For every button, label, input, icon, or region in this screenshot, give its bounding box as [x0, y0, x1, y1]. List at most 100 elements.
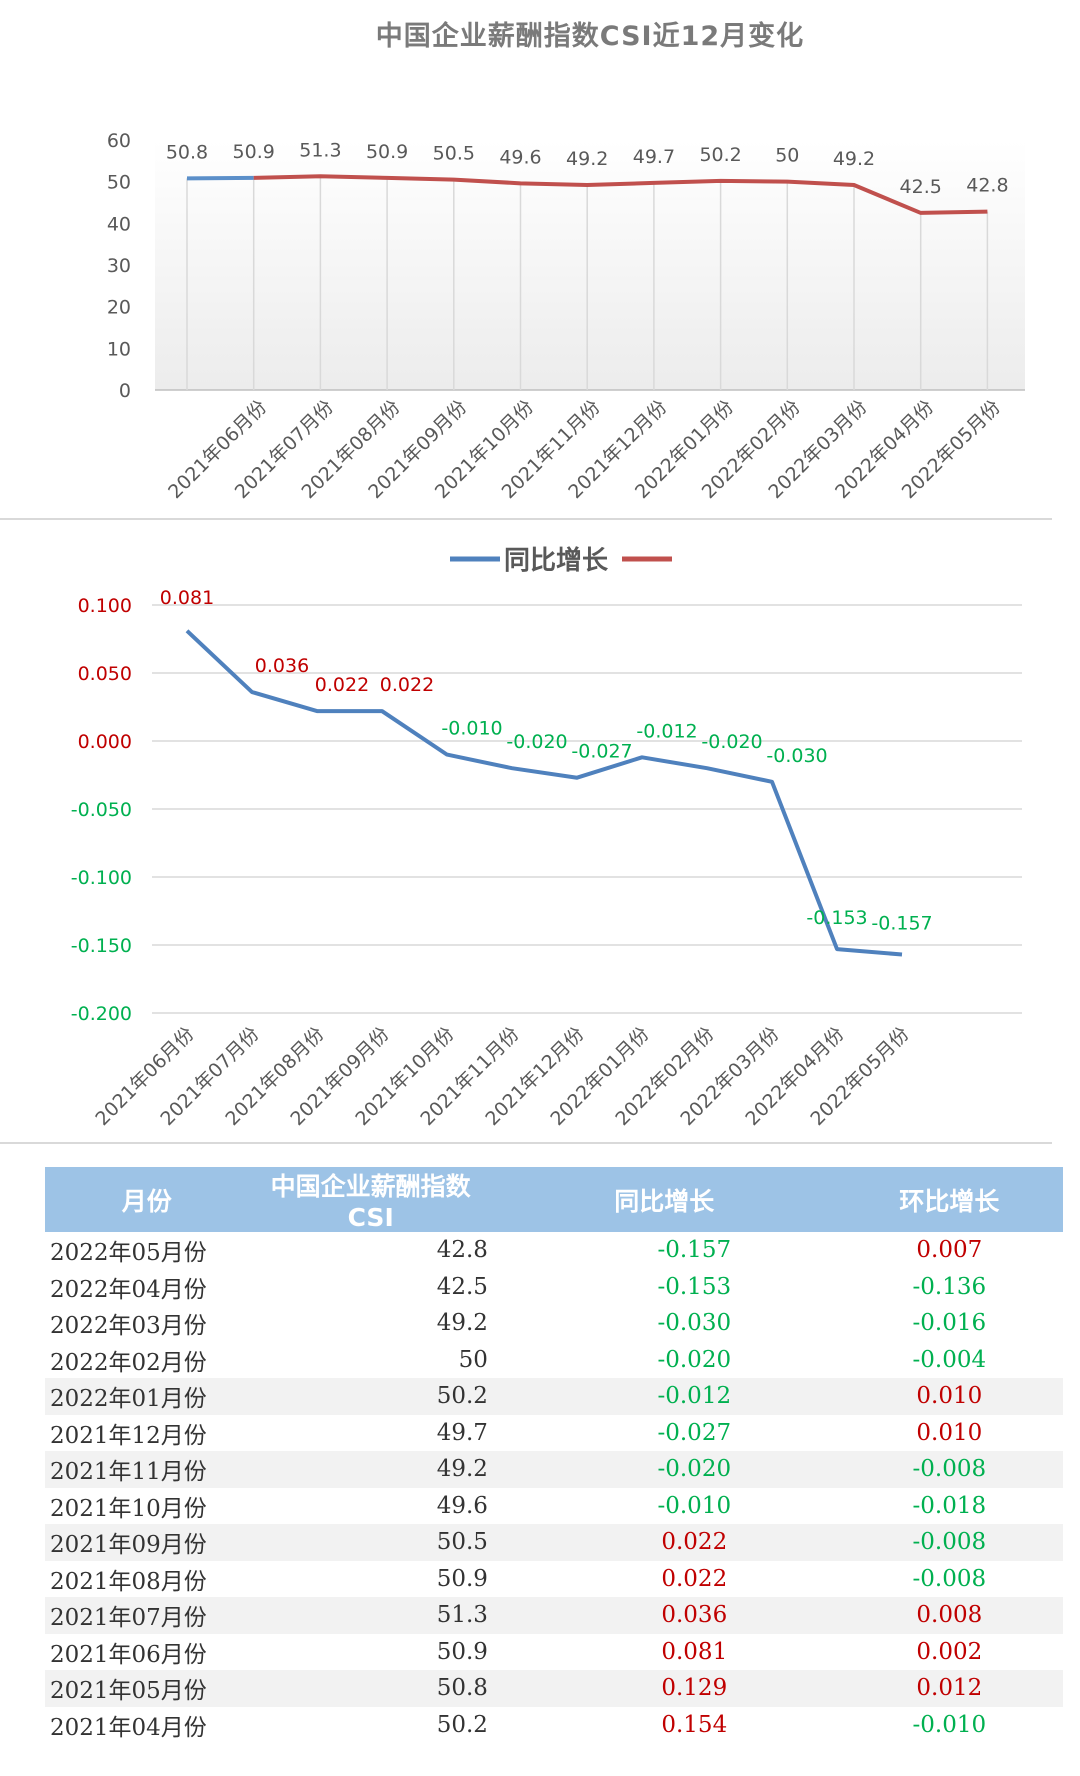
- cell-yoy: 0.036: [492, 1597, 836, 1634]
- data-label: 0.022: [315, 674, 369, 696]
- y-tick-label: 0.000: [78, 731, 132, 753]
- data-label: -0.020: [701, 731, 762, 753]
- table-row: 2021年12月份 49.7 -0.027 0.010: [45, 1415, 1063, 1452]
- data-label: 42.8: [966, 175, 1008, 197]
- cell-mom: -0.008: [835, 1524, 1063, 1561]
- cell-yoy: -0.157: [657, 1237, 732, 1264]
- chart1-title: 中国企业薪酬指数CSI近12月变化: [375, 21, 805, 52]
- cell-yoy: -0.010: [657, 1492, 732, 1519]
- header-month: 月份: [45, 1167, 249, 1232]
- y-tick-label: 40: [107, 213, 131, 235]
- cell-month: 2022年05月份: [50, 1240, 207, 1267]
- y-tick-label: 20: [107, 297, 131, 319]
- table-row: 2022年03月份 49.2 -0.030 -0.016: [45, 1305, 1063, 1342]
- data-label: 50.8: [166, 141, 208, 163]
- cell-yoy: -0.027: [657, 1419, 732, 1446]
- cell-mom: -0.008: [835, 1451, 1063, 1488]
- data-label: -0.010: [441, 718, 502, 740]
- data-label: 0.022: [380, 674, 434, 696]
- table-row: 2022年02月份 50 -0.020 -0.004: [45, 1342, 1063, 1379]
- yoy-series-line: [185, 629, 903, 957]
- divider-2: [0, 1142, 1052, 1144]
- cell-month: 2021年12月份: [50, 1422, 207, 1449]
- cell-month: 2021年09月份: [45, 1524, 249, 1561]
- cell-csi: 51.3: [248, 1597, 493, 1634]
- table-row: 2022年05月份 42.8 -0.157 0.007: [45, 1232, 1063, 1269]
- cell-month: 2021年06月份: [50, 1641, 207, 1668]
- csi-line-chart: 60 50 40 30 20 10 0 50.8 50.9 51.3 50.9 50.5 49.6 49…: [107, 130, 1025, 503]
- y-tick-label: -0.050: [71, 799, 132, 821]
- cell-yoy: -0.012: [492, 1378, 836, 1415]
- y-tick-label: 0: [119, 380, 131, 402]
- cell-month: 2021年10月份: [50, 1495, 207, 1522]
- cell-yoy: 0.154: [661, 1711, 728, 1738]
- cell-mom: -0.004: [912, 1346, 987, 1373]
- cell-yoy: -0.020: [492, 1451, 836, 1488]
- table-row: 2021年06月份 50.9 0.081 0.002: [45, 1634, 1063, 1671]
- header-mom: 环比增长: [835, 1167, 1063, 1232]
- table-row: 2021年11月份 49.2 -0.020 -0.008: [45, 1451, 1063, 1488]
- header-yoy: 同比增长: [492, 1167, 836, 1232]
- cell-csi: 50.9: [436, 1565, 488, 1592]
- data-label: 50: [775, 145, 799, 167]
- cell-csi: 50.5: [248, 1524, 493, 1561]
- cell-mom: -0.136: [912, 1273, 987, 1300]
- cell-mom: -0.010: [912, 1711, 987, 1738]
- y-tick-label: 30: [107, 255, 131, 277]
- cell-csi: 50.9: [436, 1638, 488, 1665]
- data-label: 42.5: [900, 176, 942, 198]
- cell-month: 2021年05月份: [45, 1670, 249, 1707]
- y-tick-label: -0.200: [71, 1003, 132, 1025]
- data-label: -0.153: [806, 907, 867, 929]
- cell-csi: 49.7: [436, 1419, 488, 1446]
- cell-yoy: -0.153: [657, 1273, 732, 1300]
- table-row: 2021年05月份 50.8 0.129 0.012: [45, 1670, 1063, 1707]
- cell-mom: -0.008: [912, 1565, 987, 1592]
- cell-csi: 42.8: [436, 1237, 488, 1264]
- cell-csi: 50.2: [436, 1711, 488, 1738]
- cell-yoy: 0.022: [661, 1565, 728, 1592]
- cell-month: 2021年07月份: [45, 1597, 249, 1634]
- cell-yoy: 0.081: [661, 1638, 728, 1665]
- cell-mom: 0.012: [835, 1670, 1063, 1707]
- data-label: 49.7: [633, 146, 675, 168]
- data-label: -0.030: [766, 745, 827, 767]
- data-label: -0.027: [571, 741, 632, 763]
- cell-yoy: -0.030: [657, 1310, 732, 1337]
- cell-month: 2021年08月份: [50, 1568, 207, 1595]
- cell-month: 2021年11月份: [45, 1451, 249, 1488]
- table-row: 2022年04月份 42.5 -0.153 -0.136: [45, 1269, 1063, 1306]
- cell-csi: 49.6: [436, 1492, 488, 1519]
- table-header-row: 月份 中国企业薪酬指数CSI 同比增长 环比增长: [45, 1167, 1063, 1232]
- y-tick-label: 0.100: [78, 595, 132, 617]
- cell-csi: 50.2: [248, 1378, 493, 1415]
- cell-csi: 49.2: [436, 1310, 488, 1337]
- data-label: 50.9: [366, 141, 408, 163]
- cell-mom: 0.010: [916, 1419, 983, 1446]
- data-label: 49.2: [833, 148, 875, 170]
- cell-mom: -0.016: [912, 1310, 987, 1337]
- cell-month: 2021年04月份: [50, 1714, 207, 1741]
- data-label: -0.012: [636, 720, 697, 742]
- chart1-plot-area: [155, 140, 1025, 390]
- cell-csi: 42.5: [436, 1273, 488, 1300]
- cell-month: 2022年01月份: [45, 1378, 249, 1415]
- cell-mom: 0.008: [835, 1597, 1063, 1634]
- y-tick-label: 60: [107, 130, 131, 152]
- header-csi: 中国企业薪酬指数CSI: [248, 1167, 493, 1232]
- data-label: 49.2: [566, 148, 608, 170]
- data-label: 0.036: [255, 655, 309, 677]
- data-label: 50.2: [699, 144, 741, 166]
- yoy-growth-chart: 同比增长 0.100 0.050 0.000 -0.050 -0.100 -0.150 -0…: [71, 545, 1022, 1130]
- divider-1: [0, 518, 1052, 520]
- legend-label-yoy: 同比增长: [504, 545, 609, 576]
- y-tick-label: -0.100: [71, 867, 132, 889]
- cell-csi: 49.2: [248, 1451, 493, 1488]
- cell-yoy: 0.022: [492, 1524, 836, 1561]
- table-row: 2021年08月份 50.9 0.022 -0.008: [45, 1561, 1063, 1598]
- cell-month: 2022年04月份: [50, 1276, 207, 1303]
- table-row: 2022年01月份 50.2 -0.012 0.010: [45, 1378, 1063, 1415]
- y-tick-label: 50: [107, 172, 131, 194]
- table-row: 2021年04月份 50.2 0.154 -0.010: [45, 1707, 1063, 1744]
- cell-mom: 0.010: [835, 1378, 1063, 1415]
